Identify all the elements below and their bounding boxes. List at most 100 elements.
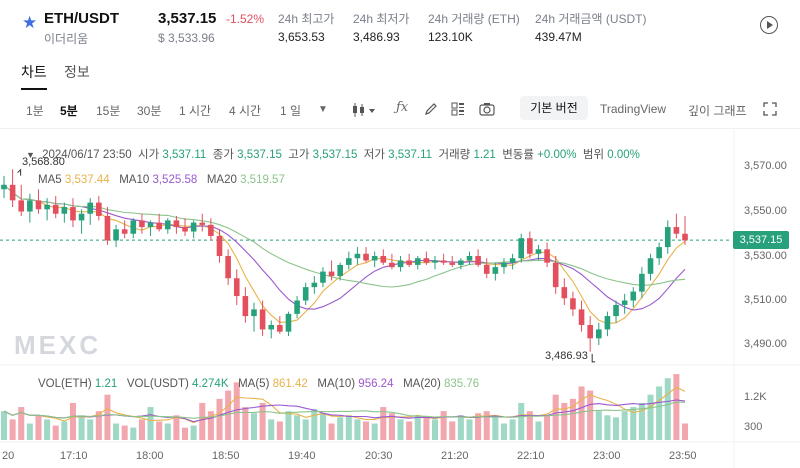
layout-icon[interactable] [451, 102, 465, 116]
volume-bar [406, 421, 413, 440]
candle-body [466, 256, 473, 261]
ticker-header: ★ ETH/USDT 이더리움 3,537.15 -1.52% $ 3,533.… [0, 0, 800, 52]
interval-15m[interactable]: 15분 [96, 104, 121, 118]
volume-ma-line [3, 401, 686, 419]
volume-axis-label: 1.2K [744, 391, 767, 403]
volume-bar [9, 419, 16, 440]
volume-bar [664, 378, 671, 440]
candle-body [544, 249, 550, 263]
candle-body [302, 287, 309, 301]
volume-bar [561, 402, 568, 440]
candle-body [130, 220, 137, 234]
volume-bar [216, 398, 223, 440]
candle-body [27, 200, 33, 212]
interval-30m[interactable]: 30분 [137, 104, 162, 118]
vol-ma10-value: 956.24 [358, 378, 394, 390]
volume-bar [35, 415, 42, 440]
time-axis-label: 23:00 [593, 450, 621, 462]
candle-body [354, 253, 361, 259]
favorite-star-icon[interactable]: ★ [22, 13, 38, 32]
interval-1h[interactable]: 1 시간 [179, 104, 212, 118]
volume-bar [121, 425, 128, 440]
interval-1d[interactable]: 1 일 [280, 104, 302, 118]
low-marker-arrow [591, 353, 596, 363]
time-axis-label: 20 [2, 450, 15, 462]
volume-bar [242, 407, 249, 440]
volume-bar [268, 419, 275, 440]
volume-bar [518, 402, 525, 440]
candle-body [259, 309, 266, 330]
volume-bar [147, 407, 154, 440]
candle-body [458, 260, 464, 265]
volume-bar [130, 427, 137, 440]
ma20-value: 3,519.57 [240, 174, 285, 186]
volume-bar [673, 374, 680, 440]
vol-eth-value: 1.21 [94, 378, 118, 390]
time-axis-label: 23:50 [669, 450, 697, 462]
ma-legend: MA5 3,537.44 MA10 3,525.58 MA20 3,519.57 [38, 174, 285, 186]
candle-body [294, 300, 300, 314]
interval-4h[interactable]: 4 시간 [229, 104, 262, 118]
play-icon[interactable] [760, 16, 778, 34]
price-change: -1.52% [226, 12, 265, 26]
draw-pencil-icon[interactable] [424, 102, 438, 116]
volume-label: 거래량 [438, 149, 471, 161]
candle-body [44, 204, 50, 210]
price-usd: $ 3,533.96 [158, 31, 215, 45]
interval-5m[interactable]: 5분 [60, 104, 78, 118]
price-ma-line [3, 184, 686, 311]
candle-body [233, 278, 240, 297]
candle-body [121, 229, 128, 234]
mexc-watermark: MEXC [14, 330, 102, 360]
volume-bar [138, 419, 145, 440]
camera-icon[interactable] [479, 102, 495, 116]
pair-name[interactable]: ETH/USDT [44, 10, 119, 27]
candle-body [268, 324, 275, 330]
candle-body [1, 184, 7, 190]
basic-version-button[interactable]: 기본 버전 [520, 96, 588, 120]
volume-bar [207, 411, 214, 440]
candle-body [346, 258, 352, 265]
tab-chart[interactable]: 차트 [21, 64, 47, 80]
stat-low-label: 24h 최저가 [353, 12, 410, 26]
candle-body [182, 227, 188, 232]
price-ma-line [3, 184, 686, 325]
indicator-fx-icon[interactable]: ƒx [396, 100, 409, 115]
candle-body [70, 207, 76, 221]
collapse-icon[interactable]: ▼ [26, 150, 35, 160]
volume-bar [173, 415, 180, 440]
interval-dropdown-icon[interactable]: ▼ [318, 104, 328, 115]
tradingview-button[interactable]: TradingView [600, 102, 667, 116]
volume-bar [69, 402, 76, 440]
candle-body [535, 249, 542, 254]
depth-chart-button[interactable]: 깊이 그래프 [688, 104, 747, 118]
candle-body [475, 256, 481, 265]
stat-low-value: 3,486.93 [353, 30, 400, 44]
candle-body [61, 207, 68, 214]
volume-bar [544, 415, 551, 440]
last-price: 3,537.15 [158, 10, 217, 27]
volume-bar [380, 407, 387, 440]
candle-body [311, 282, 318, 288]
candle-body [156, 222, 162, 230]
price-chart[interactable] [0, 130, 800, 468]
candle-info-line: ▼ 2024/06/17 23:50 시가 3,537.11 종가 3,537.… [26, 146, 640, 162]
candle-body [656, 247, 662, 259]
volume-bar [302, 419, 309, 440]
candle-body [216, 235, 223, 256]
price-axis-label: 3,530.00 [744, 250, 787, 262]
close-value: 3,537.15 [237, 149, 282, 161]
volume-bar [345, 415, 352, 440]
fullscreen-icon[interactable] [763, 102, 777, 116]
candle-body [432, 260, 438, 263]
tab-info[interactable]: 정보 [64, 64, 90, 80]
time-axis-label: 22:10 [517, 450, 545, 462]
candle-body [164, 220, 171, 230]
volume-bar [337, 417, 344, 440]
pair-subtitle: 이더리움 [44, 32, 89, 46]
interval-1m[interactable]: 1분 [26, 104, 44, 118]
candle-body [78, 213, 85, 221]
ma5-label: MA5 [38, 174, 62, 186]
candle-type-icon[interactable] [351, 101, 377, 119]
volume-legend: VOL(ETH) 1.21 VOL(USDT) 4.274K MA(5) 861… [38, 378, 479, 390]
